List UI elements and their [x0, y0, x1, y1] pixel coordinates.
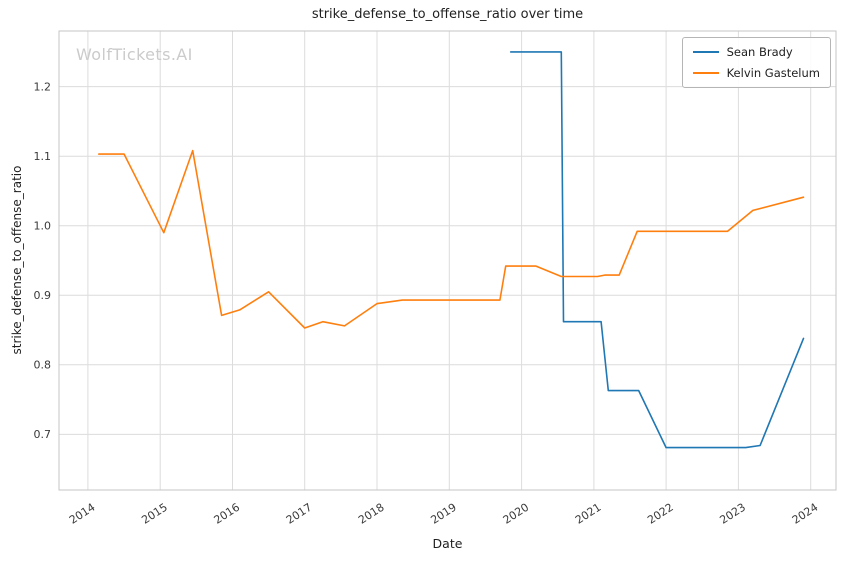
x-tick-label: 2018: [356, 501, 387, 527]
x-tick-label: 2024: [790, 501, 821, 527]
series-line-kelvin-gastelum: [98, 149, 805, 329]
x-tick-label: 2023: [717, 501, 748, 527]
legend-label: Kelvin Gastelum: [726, 66, 820, 80]
y-tick-label: 1.2: [34, 80, 52, 93]
x-tick-label: 2016: [212, 501, 243, 527]
legend-item: Kelvin Gastelum: [692, 66, 820, 80]
x-tick-label: 2015: [139, 501, 170, 527]
x-tick-label: 2022: [645, 501, 676, 527]
x-tick-label: 2021: [573, 501, 604, 527]
y-axis-label: strike_defense_to_offense_ratio: [10, 165, 24, 355]
x-axis-label: Date: [432, 536, 463, 551]
legend-line-swatch: [692, 72, 719, 74]
x-tick-label: 2020: [501, 501, 532, 527]
plot-border: [58, 30, 837, 491]
legend-label: Sean Brady: [726, 45, 793, 59]
y-tick-label: 0.7: [34, 428, 52, 441]
watermark: WolfTickets.AI: [76, 45, 193, 64]
legend-item: Sean Brady: [692, 45, 820, 59]
chart-title: strike_defense_to_offense_ratio over tim…: [311, 7, 584, 22]
legend: Sean Brady Kelvin Gastelum: [681, 37, 831, 88]
series-line-sean-brady: [509, 51, 805, 449]
legend-line-swatch: [692, 51, 719, 53]
x-tick-label: 2019: [428, 501, 459, 527]
y-tick-label: 0.8: [34, 359, 52, 372]
x-tick-label: 2017: [284, 501, 315, 527]
y-tick-label: 1.0: [34, 220, 52, 233]
x-tick-label: 2014: [67, 501, 98, 527]
y-tick-label: 0.9: [34, 289, 52, 302]
y-tick-label: 1.1: [34, 150, 52, 163]
